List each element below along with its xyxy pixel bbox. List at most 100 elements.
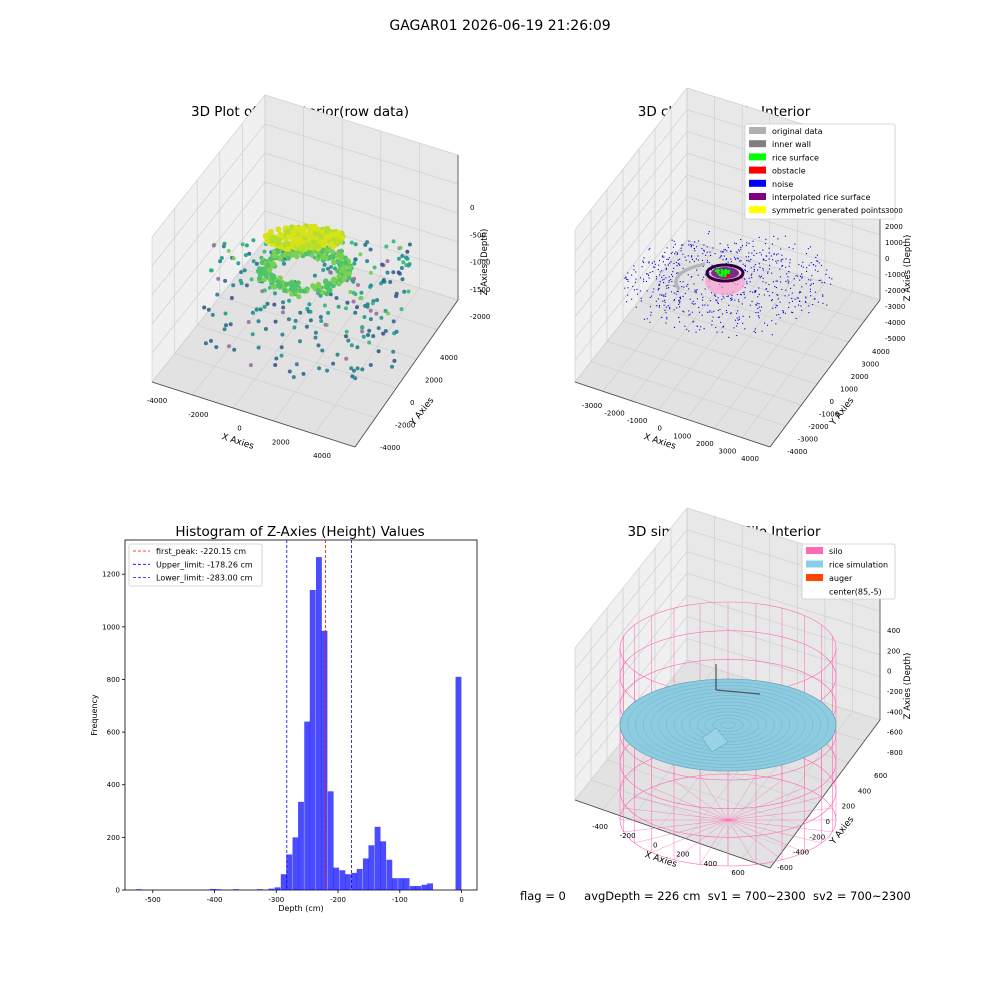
data-point [226, 248, 231, 253]
data-point [355, 366, 360, 371]
y-axis-line [769, 719, 881, 869]
histogram-bar [280, 874, 287, 890]
legend-label: Lower_limit: -283.00 cm [156, 574, 253, 583]
data-point [286, 317, 291, 322]
legend-label: interpolated rice surface [772, 193, 870, 202]
data-point [210, 312, 215, 317]
noise-point [776, 254, 778, 256]
noise-point [720, 256, 722, 258]
data-point [399, 266, 404, 270]
noise-point [737, 252, 739, 254]
noise-point [809, 284, 811, 286]
data-point [283, 281, 289, 287]
noise-point [736, 317, 738, 319]
noise-point [635, 306, 637, 308]
noise-point [652, 266, 654, 268]
data-point [258, 307, 263, 312]
noise-point [820, 279, 822, 281]
noise-point [658, 284, 660, 286]
x-tick-label: -100 [392, 896, 408, 904]
data-point [368, 308, 373, 313]
grid-line [151, 94, 266, 238]
rice-mesh-line [673, 701, 783, 749]
noise-point [702, 253, 704, 255]
noise-point [706, 251, 708, 253]
noise-point [666, 316, 668, 318]
noise-point [763, 259, 765, 261]
noise-point [713, 310, 715, 312]
noise-point [667, 258, 669, 260]
noise-point [708, 262, 710, 264]
noise-point [640, 277, 642, 279]
noise-point [674, 243, 676, 245]
noise-point [778, 314, 780, 316]
data-point [223, 278, 228, 283]
noise-point [684, 325, 686, 327]
noise-point [708, 231, 710, 233]
noise-point [699, 329, 701, 331]
noise-point [702, 279, 704, 281]
y-tick-label: 400 [107, 781, 120, 789]
noise-point [695, 331, 697, 333]
noise-point [800, 275, 802, 277]
data-point [383, 308, 388, 313]
noise-point [645, 280, 647, 282]
data-point [246, 320, 251, 324]
noise-point [706, 261, 708, 263]
legend-label: original data [772, 127, 823, 136]
grid-line [574, 131, 688, 274]
noise-point [782, 265, 784, 267]
noise-point [808, 305, 810, 307]
histogram-bar [421, 884, 428, 890]
noise-point [745, 256, 747, 258]
data-point [300, 246, 307, 253]
noise-point [694, 303, 696, 305]
noise-point [810, 295, 812, 297]
data-point [294, 241, 301, 248]
noise-point [811, 275, 813, 277]
histogram-bar [321, 630, 328, 890]
noise-point [758, 275, 760, 277]
back-left-pane [575, 508, 687, 800]
noise-point [703, 244, 705, 246]
data-point [257, 271, 263, 277]
z-axis-label: Z Axies (Depth) [903, 653, 913, 720]
data-point [222, 327, 227, 332]
noise-point [685, 259, 687, 261]
noise-point [791, 300, 793, 302]
rice-point [720, 270, 724, 274]
noise-point [743, 291, 745, 293]
noise-point [742, 292, 744, 294]
noise-point [705, 254, 707, 256]
noise-point [759, 276, 761, 278]
noise-point [755, 290, 757, 292]
data-point [291, 230, 298, 236]
noise-point [796, 297, 798, 299]
noise-point [731, 299, 733, 301]
noise-point [756, 302, 758, 304]
data-point [326, 310, 331, 315]
z-tick-label: -5000 [885, 335, 905, 343]
noise-point [782, 312, 784, 314]
noise-point [800, 265, 802, 267]
noise-point [743, 277, 745, 279]
noise-point [694, 250, 696, 252]
noise-point [799, 300, 801, 302]
y-tick-label: 2000 [425, 377, 443, 385]
data-point [399, 307, 404, 312]
noise-point [667, 305, 669, 307]
z-axis-label: Z Axies (Depth) [903, 235, 913, 302]
data-point [254, 261, 259, 266]
noise-point [646, 290, 648, 292]
silo-spoke [727, 819, 822, 844]
noise-point [758, 236, 760, 238]
noise-point [709, 251, 711, 253]
noise-point [720, 255, 722, 257]
data-point [322, 303, 327, 308]
data-point [318, 315, 323, 319]
legend-swatch [749, 206, 766, 214]
noise-point [676, 265, 678, 267]
noise-point [730, 312, 732, 314]
